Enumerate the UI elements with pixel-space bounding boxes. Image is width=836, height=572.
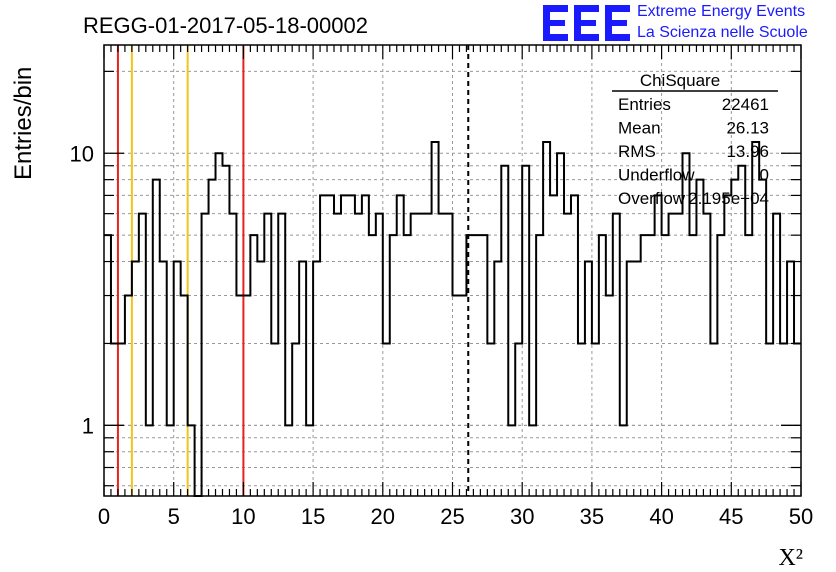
stats-value: 22461 xyxy=(722,95,769,114)
histogram-series xyxy=(104,141,801,497)
stats-label: Underflow xyxy=(618,166,695,185)
stats-label: Entries xyxy=(618,95,671,114)
x-tick-label: 25 xyxy=(440,504,464,529)
stats-label: Mean xyxy=(618,119,661,138)
x-tick-label: 45 xyxy=(719,504,743,529)
stats-title: ChiSquare xyxy=(640,71,720,90)
x-tick-label: 10 xyxy=(231,504,255,529)
x-tick-label: 15 xyxy=(301,504,325,529)
y-tick-label: 10 xyxy=(70,141,94,166)
logo-line-2: La Scienza nelle Scuole xyxy=(637,24,808,41)
x-axis-label: X² xyxy=(778,545,803,571)
x-tick-label: 30 xyxy=(510,504,534,529)
stats-label: Overflow xyxy=(618,189,686,208)
stats-value: 13.96 xyxy=(726,142,769,161)
reference-lines xyxy=(116,45,470,496)
chart-title: REGG-01-2017-05-18-00002 xyxy=(83,13,368,38)
x-tick-label: 35 xyxy=(580,504,604,529)
eee-logo-icon xyxy=(543,5,630,41)
stats-box: ChiSquare Entries 22461 Mean 26.13 RMS 13.96 U… xyxy=(612,71,778,208)
x-tick-label: 50 xyxy=(789,504,813,529)
y-axis-label: Entries/bin xyxy=(10,67,37,180)
x-tick-labels: 0 5 10 15 20 25 30 35 40 45 50 xyxy=(98,504,813,529)
x-tick-label: 0 xyxy=(98,504,110,529)
logo-caption: Extreme Energy Events La Scienza nelle S… xyxy=(637,1,808,43)
y-tick-labels: 1 10 xyxy=(70,141,94,438)
axis-ticks xyxy=(103,45,802,496)
x-tick-label: 20 xyxy=(371,504,395,529)
y-tick-label: 1 xyxy=(82,413,94,438)
stats-value: 0 xyxy=(760,166,769,185)
x-tick-label: 40 xyxy=(649,504,673,529)
stats-value: 26.13 xyxy=(726,119,769,138)
stats-value: 2.195e+04 xyxy=(688,189,769,208)
logo-line-1: Extreme Energy Events xyxy=(637,3,806,20)
stats-label: RMS xyxy=(618,142,656,161)
x-tick-label: 5 xyxy=(168,504,180,529)
